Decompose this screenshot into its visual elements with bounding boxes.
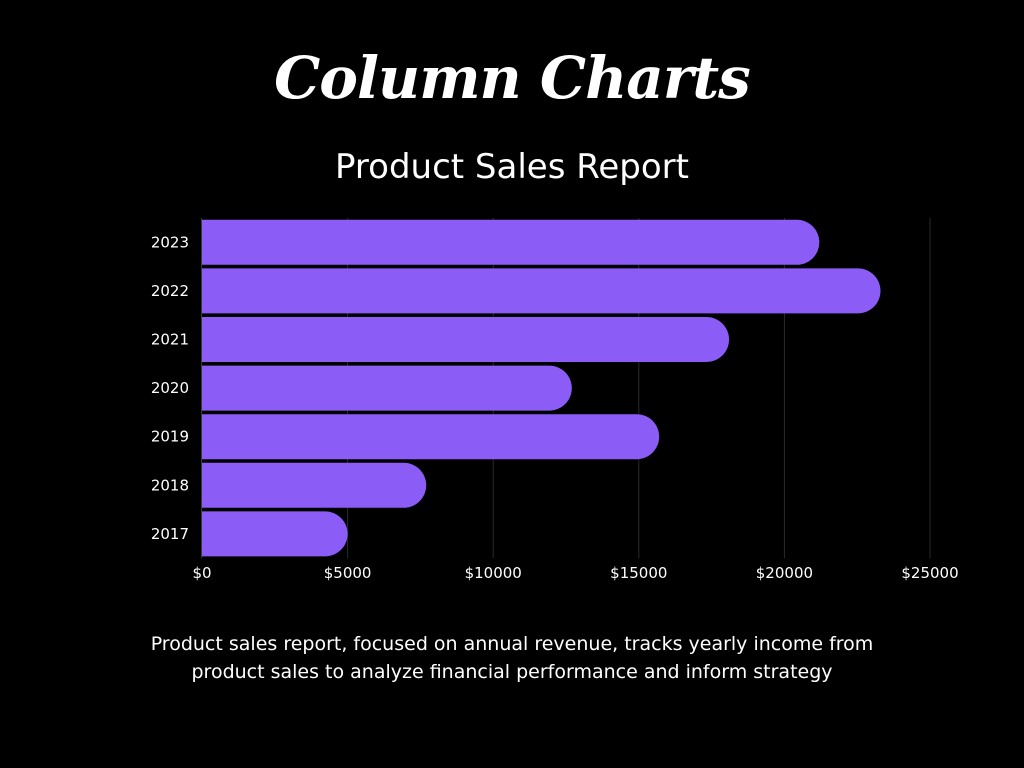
- page-title: Column Charts: [274, 44, 751, 112]
- bar-2018: [202, 462, 427, 508]
- x-tick-label: $0: [192, 564, 211, 582]
- chart-title: Product Sales Report: [335, 147, 689, 187]
- category-label-2017: 2017: [151, 525, 189, 543]
- x-tick-label: $15000: [610, 564, 667, 582]
- category-labels: 2023 2022 2021 2020 2019 2018 2017: [151, 233, 189, 543]
- bars: [202, 219, 881, 557]
- bar-2023: [202, 219, 820, 265]
- x-tick-label: $20000: [756, 564, 813, 582]
- bar-2022: [202, 268, 881, 314]
- category-label-2021: 2021: [151, 331, 189, 349]
- x-tick-label: $25000: [901, 564, 958, 582]
- x-tick-label: $5000: [324, 564, 372, 582]
- bar-2020: [202, 365, 572, 411]
- bar-2019: [202, 414, 660, 460]
- x-tick-label: $10000: [465, 564, 522, 582]
- category-label-2019: 2019: [151, 428, 189, 446]
- chart-description: Product sales report, focused on annual …: [150, 633, 874, 683]
- tick-labels: $0 $5000 $10000 $15000 $20000 $25000: [192, 564, 958, 582]
- bar-2017: [202, 511, 348, 557]
- category-label-2023: 2023: [151, 233, 189, 251]
- category-label-2022: 2022: [151, 282, 189, 300]
- bar-2021: [202, 317, 730, 362]
- category-label-2020: 2020: [151, 379, 189, 397]
- category-label-2018: 2018: [151, 476, 189, 494]
